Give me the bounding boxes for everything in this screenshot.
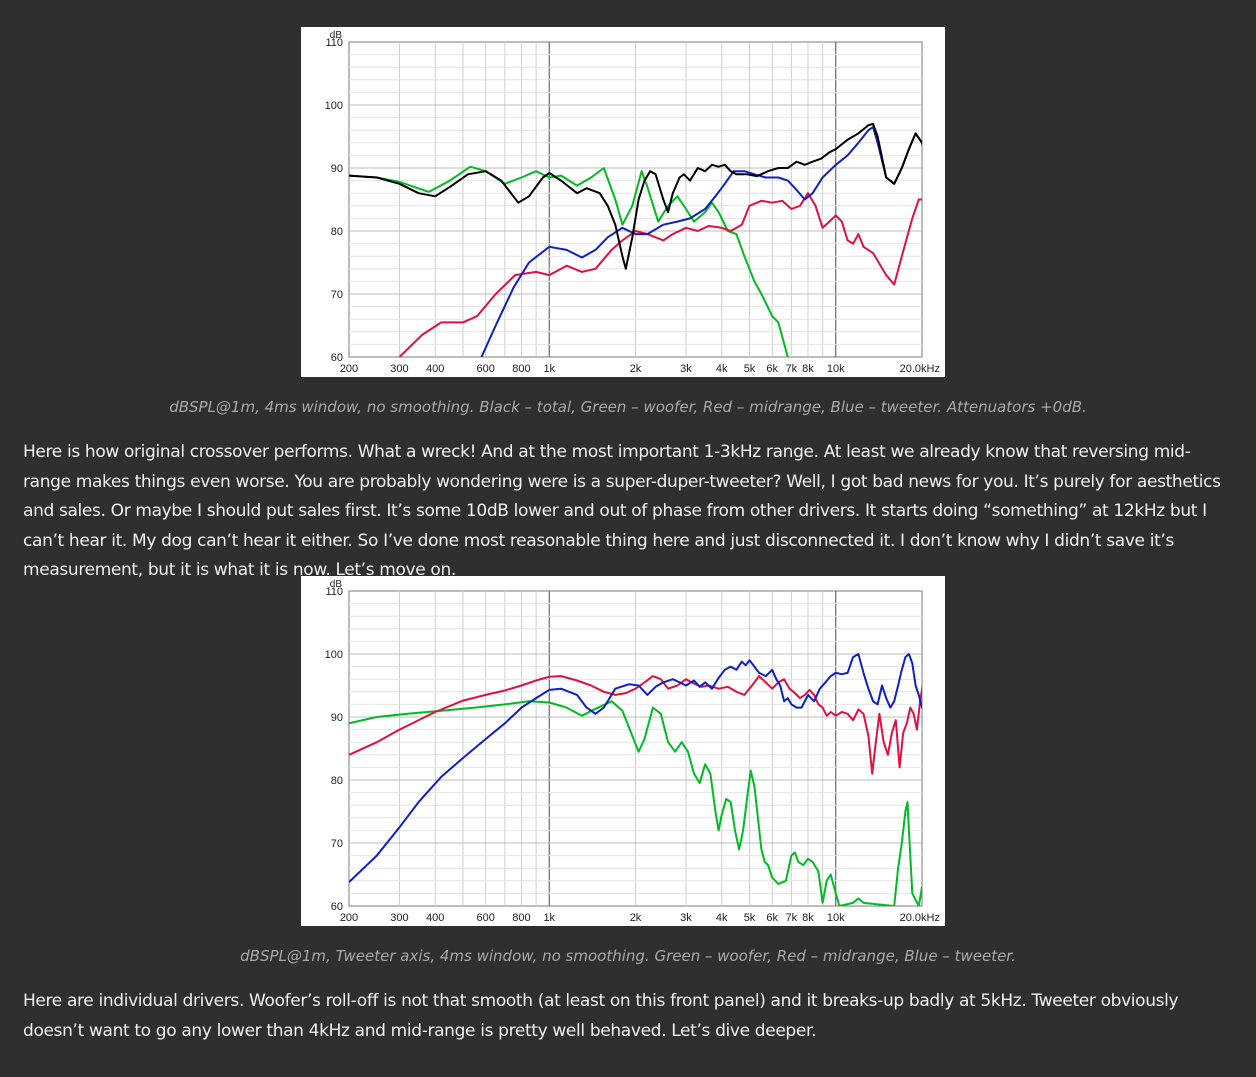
x-tick-label: 6k	[766, 363, 778, 375]
x-tick-label: 300	[390, 912, 408, 924]
chart-canvas: 110 100 90 80 70 60 dB 200 300 400 600 800 1k 2k 3k 4k 5…	[301, 576, 945, 926]
figure-caption: dBSPL@1m, 4ms window, no smoothing. Blac…	[169, 398, 1087, 416]
y-tick-label: 70	[331, 838, 343, 850]
x-tick-label: 4k	[716, 912, 728, 924]
x-tick-label: 20.0kHz	[900, 363, 940, 375]
y-tick-label: 80	[331, 226, 343, 238]
x-tick-label: 400	[426, 363, 444, 375]
x-tick-label: 200	[340, 912, 358, 924]
y-tick-label: 90	[331, 163, 343, 175]
y-tick-label: 100	[325, 649, 343, 661]
x-tick-label: 300	[390, 363, 408, 375]
y-tick-label: 90	[331, 712, 343, 724]
series-line	[349, 653, 922, 883]
y-axis-label: dB	[330, 579, 343, 590]
x-tick-label: 4k	[716, 363, 728, 375]
frequency-response-chart-drivers: 110 100 90 80 70 60 dB 200 300 400 600 800 1k 2k 3k 4k 5…	[301, 576, 945, 926]
body-paragraph: Here is how original crossover performs.…	[23, 442, 1221, 580]
x-tick-label: 1k	[543, 363, 555, 375]
x-tick-label: 5k	[744, 912, 756, 924]
x-tick-label: 800	[512, 363, 530, 375]
figure-caption: dBSPL@1m, Tweeter axis, 4ms window, no s…	[240, 947, 1016, 965]
series-line	[349, 122, 922, 270]
y-tick-label: 60	[331, 352, 343, 364]
frequency-response-chart-total: 110 100 90 80 70 60 dB 200 300 400 600 800 1k 2k 3k 4k 5…	[301, 27, 945, 377]
x-tick-label: 2k	[630, 363, 642, 375]
x-tick-label: 3k	[680, 363, 692, 375]
series-line	[349, 700, 922, 906]
y-tick-label: 60	[331, 901, 343, 913]
series-line	[349, 675, 922, 775]
x-tick-label: 1k	[543, 912, 555, 924]
x-tick-label: 400	[426, 912, 444, 924]
y-tick-label: 110	[325, 586, 343, 598]
y-tick-label: 70	[331, 289, 343, 301]
x-tick-label: 10k	[827, 363, 845, 375]
series-line	[349, 165, 789, 357]
series-line	[398, 192, 922, 357]
y-tick-label: 80	[331, 775, 343, 787]
x-tick-label: 6k	[766, 912, 778, 924]
y-tick-label: 100	[325, 100, 343, 112]
x-tick-label: 600	[477, 912, 495, 924]
x-tick-label: 200	[340, 363, 358, 375]
x-tick-label: 7k	[786, 912, 798, 924]
x-tick-label: 20.0kHz	[900, 912, 940, 924]
x-tick-label: 8k	[802, 363, 814, 375]
y-axis-label: dB	[330, 30, 343, 41]
x-tick-label: 800	[512, 912, 530, 924]
x-tick-label: 7k	[786, 363, 798, 375]
x-tick-label: 10k	[827, 912, 845, 924]
x-tick-label: 5k	[744, 363, 756, 375]
y-tick-label: 110	[325, 37, 343, 49]
x-tick-label: 600	[477, 363, 495, 375]
x-tick-label: 3k	[680, 912, 692, 924]
x-tick-label: 8k	[802, 912, 814, 924]
x-tick-label: 2k	[630, 912, 642, 924]
body-paragraph: Here are individual drivers. Woofer’s ro…	[23, 991, 1179, 1041]
chart-canvas: 110 100 90 80 70 60 dB 200 300 400 600 800 1k 2k 3k 4k 5…	[301, 27, 945, 377]
